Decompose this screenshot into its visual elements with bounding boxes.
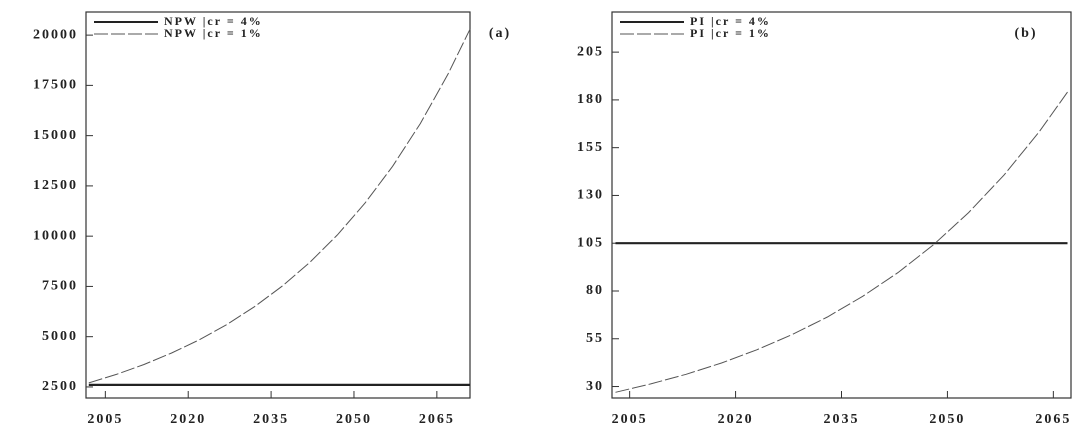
y-tick-label: 12500 [33, 178, 78, 193]
y-tick-label: 5000 [42, 329, 78, 344]
y-tick-label: 80 [586, 283, 604, 298]
x-tick-label: 2065 [1035, 412, 1071, 427]
x-tick-label: 2050 [929, 412, 965, 427]
plot-frame [611, 11, 1072, 399]
y-tick-label: 130 [577, 188, 604, 203]
y-tick-label: 10000 [33, 228, 78, 243]
series-line [88, 28, 471, 384]
y-tick-label: 30 [586, 379, 604, 394]
x-tick-label: 2035 [253, 412, 289, 427]
legend-label: PI |cr = 1% [690, 26, 771, 40]
x-tick-label: 2005 [87, 412, 123, 427]
series-line [615, 91, 1068, 393]
y-tick-label: 17500 [33, 78, 78, 93]
y-tick-label: 55 [586, 331, 604, 346]
y-tick-label: 7500 [42, 279, 78, 294]
x-tick-label: 2005 [612, 412, 648, 427]
x-tick-label: 2035 [824, 412, 860, 427]
plot-frame [85, 11, 471, 399]
x-tick-label: 2065 [419, 412, 455, 427]
y-tick-label: 2500 [42, 379, 78, 394]
y-tick-label: 15000 [33, 128, 78, 143]
x-tick-label: 2020 [718, 412, 754, 427]
legend-label: PI |cr = 4% [690, 14, 771, 28]
y-tick-label: 155 [577, 140, 604, 155]
legend-label: NPW |cr = 4% [164, 14, 263, 28]
y-tick-label: 205 [577, 44, 604, 59]
x-tick-label: 2050 [336, 412, 372, 427]
legend-label: NPW |cr = 1% [164, 26, 263, 40]
panel-label: (b) [1014, 26, 1037, 41]
y-tick-label: 180 [577, 92, 604, 107]
panel-label: (a) [489, 26, 511, 41]
y-tick-label: 105 [577, 235, 604, 250]
y-tick-label: 20000 [33, 27, 78, 42]
x-tick-label: 2020 [170, 412, 206, 427]
